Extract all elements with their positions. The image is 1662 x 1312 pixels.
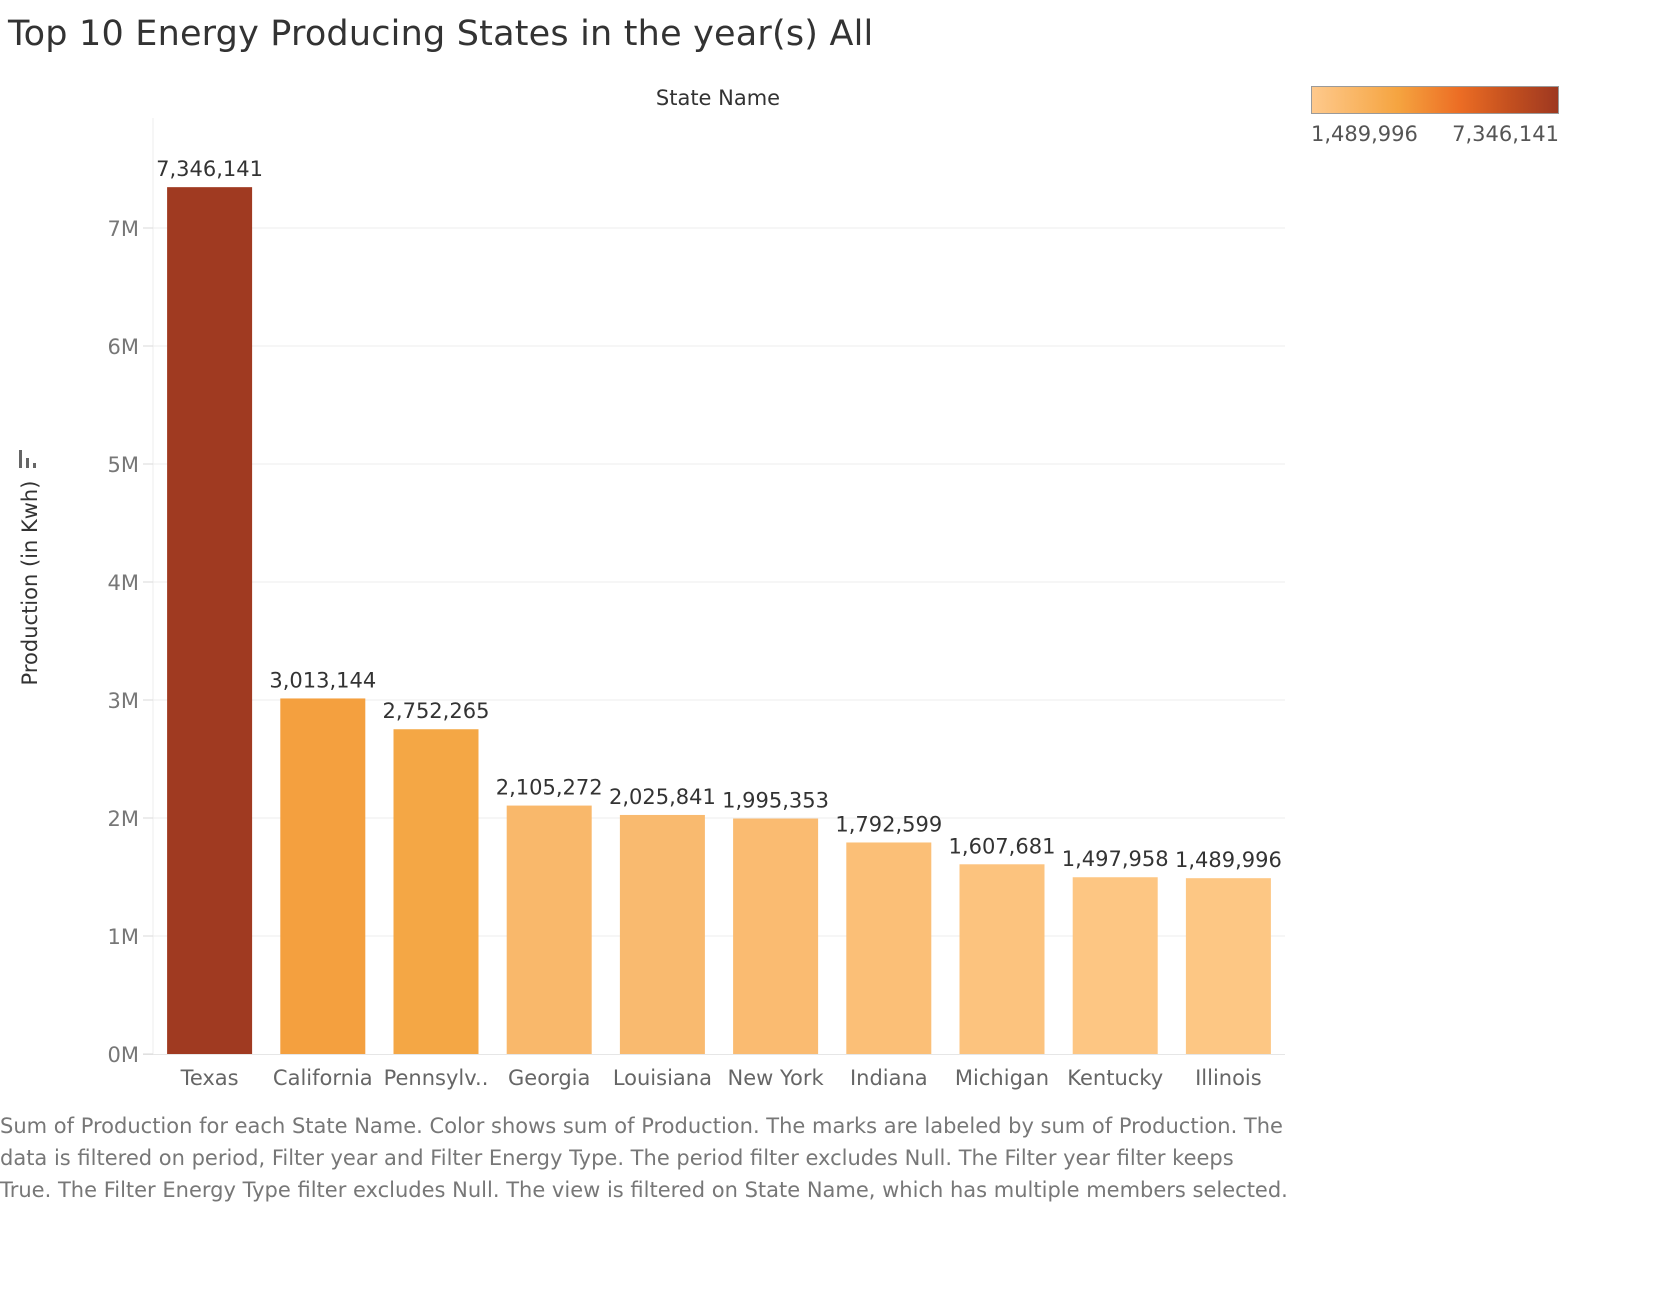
value-labels: 7,346,141 3,013,144 2,752,265 2,105,272 2,02… bbox=[156, 157, 1282, 872]
data-label: 1,607,681 bbox=[949, 834, 1056, 858]
bar bbox=[619, 814, 705, 1054]
data-label: 1,995,353 bbox=[722, 789, 829, 813]
category-label: Indiana bbox=[850, 1066, 928, 1090]
data-label: 2,025,841 bbox=[609, 785, 716, 809]
category-label: Illinois bbox=[1195, 1066, 1262, 1090]
y-tick-label: 5M bbox=[108, 453, 139, 477]
bar bbox=[846, 842, 932, 1054]
y-tick-label: 3M bbox=[108, 689, 139, 713]
bar bbox=[506, 805, 592, 1054]
bar bbox=[167, 187, 253, 1054]
color-legend: 1,489,996 7,346,141 bbox=[1311, 86, 1559, 152]
sort-descending-icon[interactable] bbox=[19, 450, 41, 470]
data-label: 3,013,144 bbox=[269, 668, 376, 692]
y-tick-label: 4M bbox=[108, 571, 139, 595]
bars bbox=[167, 187, 1271, 1054]
category-label: Kentucky bbox=[1067, 1066, 1163, 1090]
y-tick-label: 1M bbox=[108, 925, 139, 949]
category-label: Georgia bbox=[508, 1066, 590, 1090]
bar bbox=[280, 698, 366, 1054]
category-labels: Texas California Pennsylv.. Georgia Louisian… bbox=[180, 1066, 1262, 1090]
legend-gradient bbox=[1311, 86, 1559, 114]
bar bbox=[1072, 877, 1158, 1054]
bar bbox=[959, 864, 1045, 1054]
category-label: Michigan bbox=[955, 1066, 1049, 1090]
category-label: Louisiana bbox=[613, 1066, 712, 1090]
y-tick-label: 0M bbox=[108, 1043, 139, 1067]
data-label: 1,497,958 bbox=[1062, 847, 1169, 871]
category-label: Pennsylv.. bbox=[384, 1066, 489, 1090]
bar-chart: 0M 1M 2M 3M 4M 5M 6M 7M 7,346,141 3,013,144 2,752… bbox=[108, 118, 1285, 1090]
y-tick-label: 6M bbox=[108, 335, 139, 359]
data-label: 1,792,599 bbox=[835, 812, 942, 836]
data-label: 1,489,996 bbox=[1175, 848, 1282, 872]
y-tick-label: 7M bbox=[108, 217, 139, 241]
bar bbox=[1185, 878, 1271, 1054]
legend-max-label: 7,346,141 bbox=[1452, 122, 1559, 146]
column-header: State Name bbox=[655, 86, 781, 110]
data-label: 2,105,272 bbox=[496, 776, 603, 800]
data-label: 7,346,141 bbox=[156, 157, 263, 181]
bar bbox=[733, 818, 819, 1054]
category-label: New York bbox=[728, 1066, 825, 1090]
category-label: California bbox=[273, 1066, 373, 1090]
y-axis-ticks: 0M 1M 2M 3M 4M 5M 6M 7M bbox=[108, 217, 153, 1067]
category-label: Texas bbox=[180, 1066, 239, 1090]
chart-caption: Sum of Production for each State Name. C… bbox=[0, 1114, 1288, 1202]
chart-title: Top 10 Energy Producing States in the ye… bbox=[8, 14, 874, 54]
bar bbox=[393, 729, 479, 1054]
y-tick-label: 2M bbox=[108, 807, 139, 831]
data-label: 2,752,265 bbox=[383, 699, 490, 723]
legend-min-label: 1,489,996 bbox=[1311, 122, 1418, 146]
